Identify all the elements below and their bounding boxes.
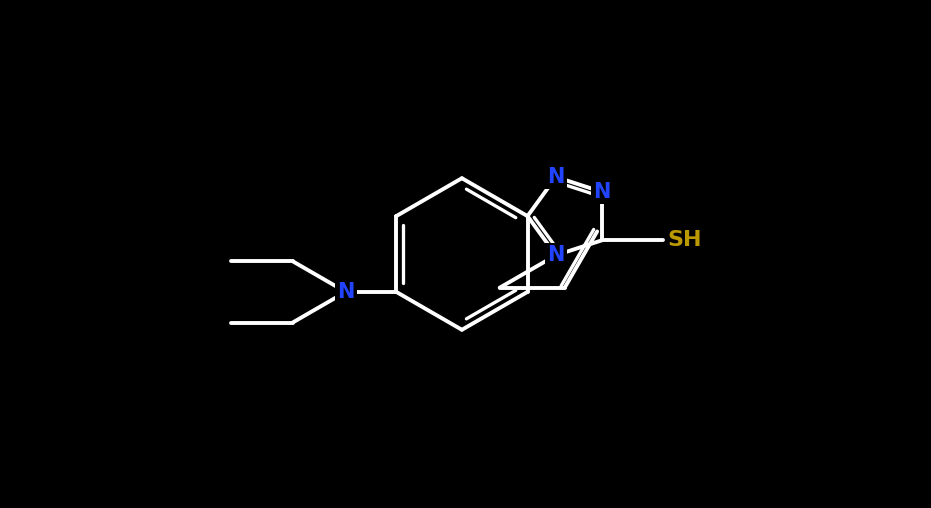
- Text: SH: SH: [668, 230, 702, 250]
- Text: N: N: [337, 282, 355, 302]
- Text: N: N: [547, 167, 564, 187]
- Text: N: N: [593, 182, 611, 202]
- Text: N: N: [547, 245, 564, 265]
